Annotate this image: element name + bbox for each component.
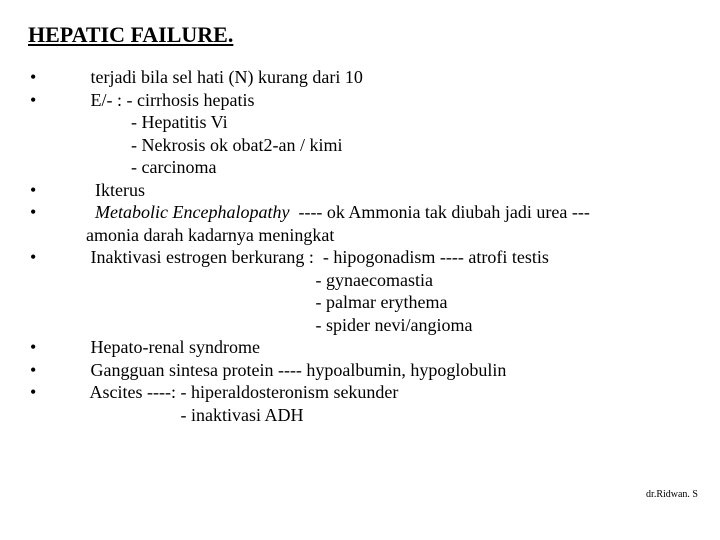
- content-line: • Hepato-renal syndrome: [28, 336, 692, 359]
- content-line: • Inaktivasi estrogen berkurang : - hipo…: [28, 246, 692, 269]
- content-line: - gynaecomastia: [28, 269, 692, 292]
- line-text-italic: Metabolic Encephalopathy: [95, 202, 289, 222]
- bullet-marker: •: [28, 179, 86, 202]
- line-text: - spider nevi/angioma: [86, 314, 692, 337]
- content-line: - spider nevi/angioma: [28, 314, 692, 337]
- content-line: amonia darah kadarnya meningkat: [28, 224, 692, 247]
- line-text: amonia darah kadarnya meningkat: [86, 224, 692, 247]
- line-text: - gynaecomastia: [86, 269, 692, 292]
- line-text: - inaktivasi ADH: [86, 404, 692, 427]
- line-text: Ikterus: [86, 179, 692, 202]
- line-text: - palmar erythema: [86, 291, 692, 314]
- bullet-marker: •: [28, 201, 86, 224]
- slide: HEPATIC FAILURE. • terjadi bila sel hati…: [0, 0, 720, 540]
- line-text: Hepato-renal syndrome: [86, 336, 692, 359]
- bullet-marker: •: [28, 246, 86, 269]
- line-text: - carcinoma: [86, 156, 692, 179]
- line-text: Inaktivasi estrogen berkurang : - hipogo…: [86, 246, 692, 269]
- content-line: • Ikterus: [28, 179, 692, 202]
- content-line: • terjadi bila sel hati (N) kurang dari …: [28, 66, 692, 89]
- bullet-marker: •: [28, 66, 86, 89]
- line-text-pre: [86, 202, 95, 222]
- content-line: - Hepatitis Vi: [28, 111, 692, 134]
- line-text-post: ---- ok Ammonia tak diubah jadi urea ---: [289, 202, 589, 222]
- line-text: - Nekrosis ok obat2-an / kimi: [86, 134, 692, 157]
- bullet-marker: •: [28, 381, 86, 404]
- content-line: • Ascites ----: - hiperaldosteronism sek…: [28, 381, 692, 404]
- content-line: - palmar erythema: [28, 291, 692, 314]
- content-line: • Metabolic Encephalopathy ---- ok Ammon…: [28, 201, 692, 224]
- bullet-marker: •: [28, 336, 86, 359]
- bullet-marker: •: [28, 89, 86, 112]
- slide-footer: dr.Ridwan. S: [646, 489, 698, 500]
- line-text: Ascites ----: - hiperaldosteronism sekun…: [86, 381, 692, 404]
- content-line: • Gangguan sintesa protein ---- hypoalbu…: [28, 359, 692, 382]
- content-line: - carcinoma: [28, 156, 692, 179]
- line-text: Metabolic Encephalopathy ---- ok Ammonia…: [86, 201, 692, 224]
- content-line: - inaktivasi ADH: [28, 404, 692, 427]
- slide-content: • terjadi bila sel hati (N) kurang dari …: [28, 66, 692, 426]
- content-line: • E/- : - cirrhosis hepatis: [28, 89, 692, 112]
- line-text: E/- : - cirrhosis hepatis: [86, 89, 692, 112]
- line-text: - Hepatitis Vi: [86, 111, 692, 134]
- bullet-marker: •: [28, 359, 86, 382]
- slide-title: HEPATIC FAILURE.: [28, 22, 692, 48]
- line-text: terjadi bila sel hati (N) kurang dari 10: [86, 66, 692, 89]
- content-line: - Nekrosis ok obat2-an / kimi: [28, 134, 692, 157]
- line-text: Gangguan sintesa protein ---- hypoalbumi…: [86, 359, 692, 382]
